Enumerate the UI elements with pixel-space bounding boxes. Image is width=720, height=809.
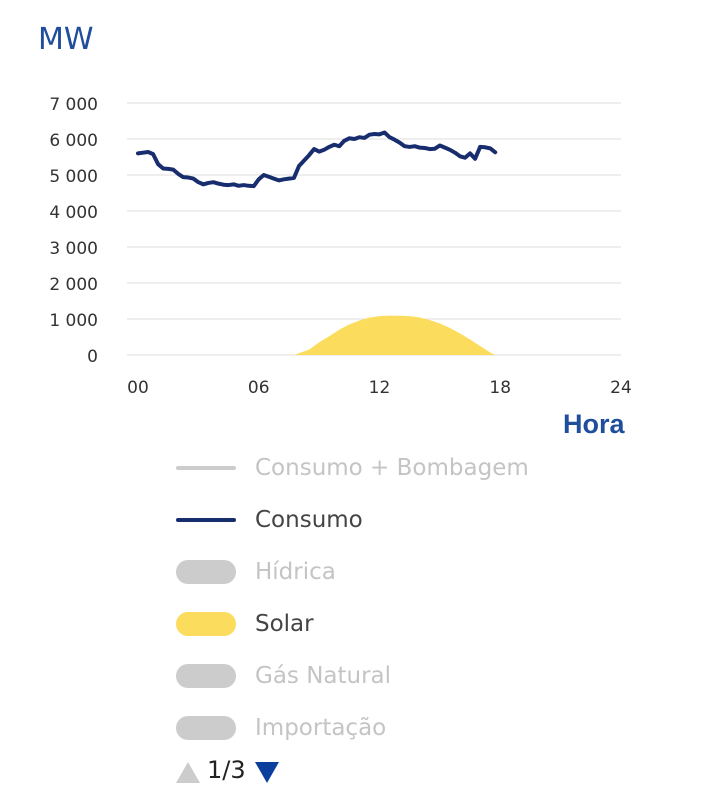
legend-consumo[interactable]: Consumo	[176, 500, 636, 540]
legend-solar[interactable]: Solar	[176, 604, 636, 644]
y-tick-label: 3 000	[49, 239, 98, 259]
legend-label: Consumo + Bombagem	[255, 455, 529, 481]
legend-label: Hídrica	[255, 559, 336, 585]
pager-text: 1/3	[207, 756, 246, 784]
legend-importacao[interactable]: Importação	[176, 708, 636, 748]
legend-area-marker	[176, 612, 236, 636]
triangle-up-icon[interactable]	[176, 762, 200, 783]
legend-hidrica[interactable]: Hídrica	[176, 552, 636, 592]
series-consumo-line	[136, 130, 498, 189]
y-tick-label: 0	[87, 347, 98, 367]
y-tick-label: 5 000	[49, 167, 98, 187]
x-tick-label: 00	[127, 378, 149, 398]
y-tick-label: 7 000	[49, 95, 98, 115]
legend-line-marker	[176, 518, 236, 522]
legend-label: Gás Natural	[255, 663, 392, 689]
y-tick-label: 4 000	[49, 203, 98, 223]
legend-label: Solar	[255, 611, 314, 637]
legend-line-marker	[176, 466, 236, 470]
legend-area-marker	[176, 560, 236, 584]
triangle-down-icon[interactable]	[255, 762, 279, 783]
y-axis-unit-label: MW	[38, 22, 94, 57]
legend-area-marker	[176, 716, 236, 740]
legend-area-marker	[176, 664, 236, 688]
legend-gas-natural[interactable]: Gás Natural	[176, 656, 636, 696]
series-solar-area	[293, 315, 496, 355]
y-tick-label: 2 000	[49, 275, 98, 295]
legend-label: Importação	[255, 715, 387, 741]
x-tick-label: 24	[610, 378, 632, 398]
legend-label: Consumo	[255, 507, 363, 533]
legend-consumo-bombagem[interactable]: Consumo + Bombagem	[176, 448, 636, 488]
x-tick-label: 18	[489, 378, 511, 398]
x-tick-label: 06	[248, 378, 270, 398]
y-tick-label: 6 000	[49, 131, 98, 151]
x-tick-label: 12	[369, 378, 391, 398]
y-tick-label: 1 000	[49, 311, 98, 331]
x-axis-title: Hora	[563, 409, 625, 439]
